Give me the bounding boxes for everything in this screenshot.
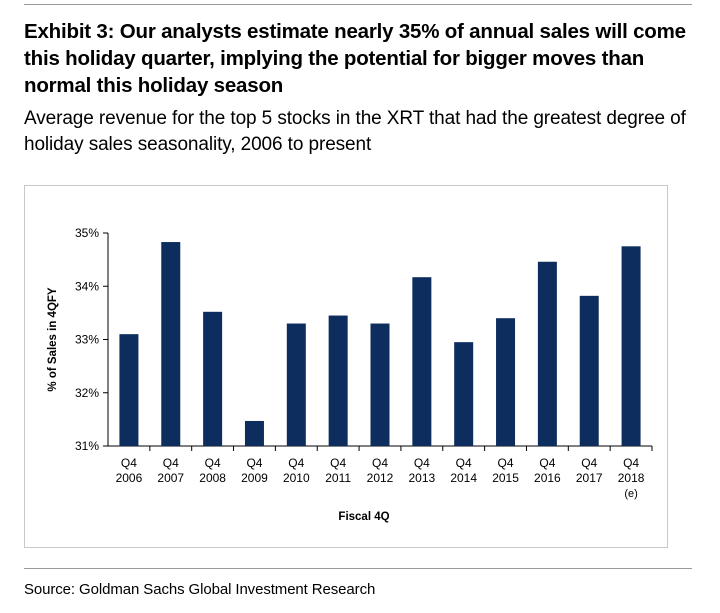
x-tick-label: Q4 [372,456,388,470]
x-tick-label: (e) [624,488,637,500]
x-tick-label: Q4 [246,456,262,470]
y-tick-label: 32% [75,386,99,400]
x-tick-label: 2015 [492,471,519,485]
x-tick-label: Q4 [330,456,346,470]
x-tick-label: 2011 [325,471,351,485]
x-tick-label: Q4 [539,456,555,470]
bar [579,295,599,446]
exhibit-title: Exhibit 3: Our analysts estimate nearly … [24,20,686,97]
source-note: Source: Goldman Sachs Global Investment … [24,581,376,598]
x-tick-label: 2018 [618,471,645,485]
x-tick-label: 2016 [534,471,561,485]
y-tick-label: 34% [75,279,99,293]
bar [370,323,390,446]
x-tick-label: 2017 [576,471,603,485]
x-tick-label: 2014 [450,471,477,485]
top-rule [24,4,692,5]
x-tick-label: 2013 [408,471,435,485]
bottom-rule [24,568,692,569]
bar-chart: 31%32%33%34%35% Q42006Q42007Q42008Q42009… [47,226,653,523]
y-tick-label: 33% [75,333,99,347]
x-tick-label: 2006 [116,471,143,485]
x-axis: Q42006Q42007Q42008Q42009Q42010Q42011Q420… [108,445,653,500]
x-tick-label: 2008 [199,471,226,485]
bar [328,315,348,446]
x-tick-label: Q4 [121,456,137,470]
x-tick-label: Q4 [205,456,221,470]
bar [621,246,641,446]
x-tick-label: Q4 [288,456,304,470]
y-tick-label: 35% [75,226,99,240]
y-axis-title: % of Sales in 4QFY [47,287,59,391]
x-tick-label: 2012 [367,471,394,485]
x-tick-label: 2009 [241,471,268,485]
x-tick-label: Q4 [581,456,597,470]
bar [286,323,306,446]
bar [244,420,264,446]
bars [119,242,641,446]
x-tick-label: Q4 [414,456,430,470]
x-tick-label: 2007 [157,471,184,485]
bar [412,277,432,446]
bar [454,342,474,446]
x-tick-label: 2010 [283,471,310,485]
y-tick-label: 31% [75,439,99,453]
chart-frame [24,185,668,548]
bar [203,311,223,446]
bar [161,242,181,446]
bar [496,318,516,446]
bar [537,261,557,446]
x-tick-label: Q4 [163,456,179,470]
x-tick-label: Q4 [623,456,639,470]
bar [119,334,139,446]
x-axis-title: Fiscal 4Q [338,511,389,523]
y-axis: 31% 32% 33% 34% 35% [75,226,109,453]
exhibit-subtitle: Average revenue for the top 5 stocks in … [24,108,686,155]
x-tick-label: Q4 [456,456,472,470]
x-tick-label: Q4 [498,456,514,470]
